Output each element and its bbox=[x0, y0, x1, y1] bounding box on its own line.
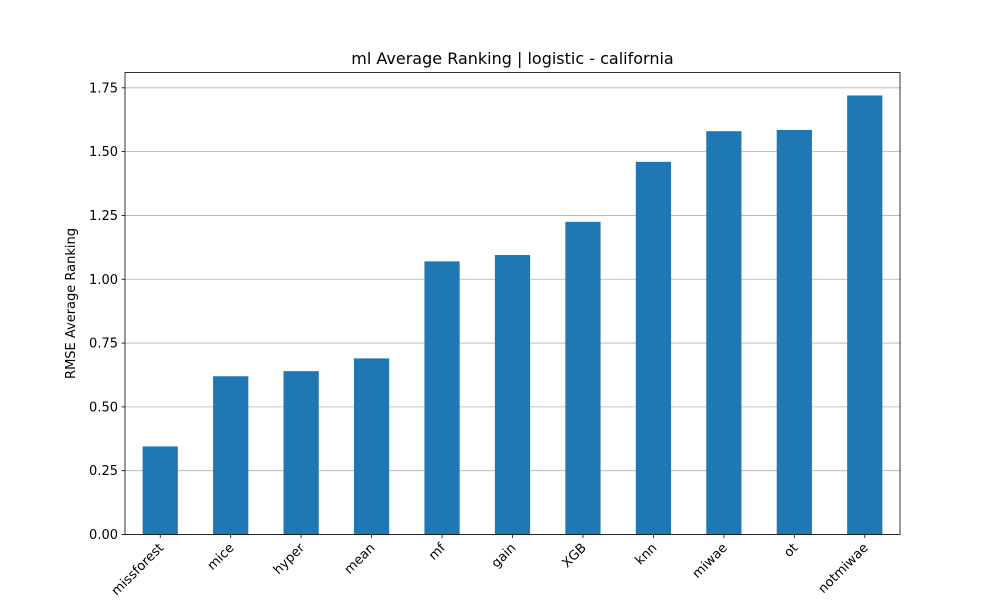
bar bbox=[494, 255, 531, 535]
bar bbox=[213, 376, 249, 535]
chart-title: ml Average Ranking | logistic - californ… bbox=[351, 49, 673, 68]
y-tick-label: 0.50 bbox=[89, 400, 118, 415]
y-tick-label: 0.25 bbox=[89, 464, 118, 479]
bar bbox=[635, 161, 672, 535]
y-tick-label: 0.00 bbox=[89, 528, 118, 543]
bar bbox=[847, 95, 883, 535]
y-axis-ticks: 0.00 0.25 0.50 0.75 1.00 1.25 1.50 1.75 bbox=[89, 81, 125, 543]
y-tick-label: 1.00 bbox=[89, 273, 118, 288]
bar bbox=[565, 221, 601, 535]
bar bbox=[283, 371, 319, 535]
bar bbox=[424, 261, 460, 535]
bar bbox=[142, 446, 178, 535]
y-tick-label: 1.75 bbox=[89, 81, 118, 96]
bars bbox=[142, 95, 883, 535]
bar bbox=[776, 129, 812, 535]
y-tick-label: 1.25 bbox=[89, 209, 118, 224]
y-tick-label: 0.75 bbox=[89, 337, 118, 352]
bar bbox=[706, 131, 742, 535]
y-tick-label: 1.50 bbox=[89, 145, 118, 160]
y-axis-label: RMSE Average Ranking bbox=[64, 228, 79, 379]
bar bbox=[353, 358, 390, 535]
